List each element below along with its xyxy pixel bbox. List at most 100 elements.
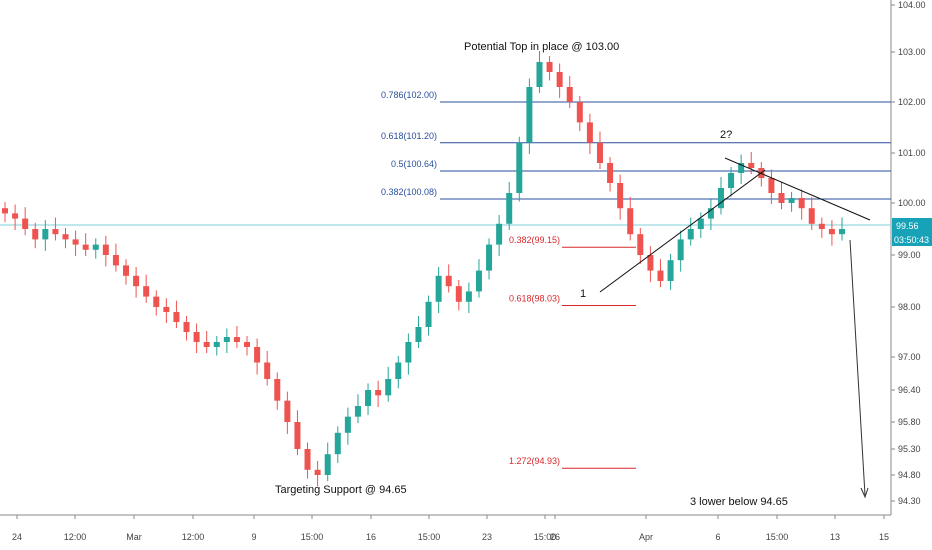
candle-body xyxy=(123,265,130,276)
x-tick-label: 15:00 xyxy=(301,532,324,542)
annotations: Potential Top in place @ 103.00 2? 1 Tar… xyxy=(275,41,788,508)
candle-body xyxy=(748,163,755,168)
candlestick-series xyxy=(2,51,845,487)
x-tick-label: 15:00 xyxy=(534,532,557,542)
candle-body xyxy=(173,312,180,322)
candle-body xyxy=(163,307,170,312)
y-tick-label: 98.00 xyxy=(898,302,921,312)
candle-body xyxy=(627,208,634,235)
candle-body xyxy=(778,193,785,203)
candle-body xyxy=(274,379,281,401)
candle-body xyxy=(556,72,563,87)
candle-body xyxy=(435,275,442,302)
candle-body xyxy=(586,122,593,143)
candle-body xyxy=(254,347,261,363)
x-tick-label: 12:00 xyxy=(64,532,87,542)
candle-body xyxy=(82,244,89,250)
candle-body xyxy=(2,208,8,214)
projection-arrow-line xyxy=(849,239,866,496)
y-tick-label: 101.00 xyxy=(898,148,926,158)
fib-label-blue: 0.5(100.64) xyxy=(391,159,437,169)
candle-body xyxy=(244,342,251,347)
x-tick-label: 15:00 xyxy=(418,532,441,542)
fib-label-red: 0.618(98.03) xyxy=(509,293,560,303)
candle-body xyxy=(647,255,654,271)
candle-body xyxy=(213,342,220,347)
candle-body xyxy=(596,142,603,163)
candle-body xyxy=(415,327,422,342)
x-tick-label: 9 xyxy=(251,532,256,542)
candle-body xyxy=(486,244,493,271)
candle-body xyxy=(798,198,805,209)
x-tick-label: 15:00 xyxy=(766,532,789,542)
y-tick-label: 94.30 xyxy=(898,496,921,506)
annotation-wave-1: 1 xyxy=(580,288,586,300)
x-tick-label: 26 xyxy=(550,532,560,542)
candle-body xyxy=(32,229,39,240)
candle-body xyxy=(264,362,271,379)
candle-body xyxy=(395,362,402,379)
candle-body xyxy=(697,218,704,229)
fib-label-blue: 0.786(102.00) xyxy=(381,90,437,100)
candle-body xyxy=(839,229,845,235)
candle-body xyxy=(788,198,795,203)
candle-body xyxy=(314,469,321,475)
y-tick-label: 94.80 xyxy=(898,470,921,480)
candle-body xyxy=(818,223,825,229)
candle-body xyxy=(183,322,190,332)
candle-body xyxy=(576,102,583,123)
candle-body xyxy=(193,332,200,342)
candle-body xyxy=(808,208,815,224)
candle-body xyxy=(728,173,735,188)
candle-body xyxy=(365,390,372,406)
candle-body xyxy=(344,416,351,433)
candle-body xyxy=(334,432,341,455)
candle-body xyxy=(375,390,382,396)
fib-label-blue: 0.618(101.20) xyxy=(381,131,437,141)
candle-body xyxy=(405,342,412,363)
fibonacci-levels: 0.786(102.00) 0.618(101.20) 0.5(100.64) 0.3… xyxy=(381,90,891,469)
annotation-wave-3: 3 lower below 94.65 xyxy=(690,496,788,508)
candle-body xyxy=(42,229,49,240)
fib-label-blue: 0.382(100.08) xyxy=(381,187,437,197)
candle-body xyxy=(354,406,361,417)
x-tick-label: 23 xyxy=(482,532,492,542)
candle-body xyxy=(112,255,119,266)
x-tick-label: 16 xyxy=(366,532,376,542)
x-tick-label: Apr xyxy=(639,532,653,542)
candle-body xyxy=(92,244,99,250)
candle-body xyxy=(496,223,503,245)
candle-body xyxy=(445,275,452,287)
candle-body xyxy=(52,229,59,235)
current-price-value: 99.56 xyxy=(896,221,919,231)
candle-body xyxy=(677,239,684,261)
x-tick-label: 6 xyxy=(715,532,720,542)
candle-body xyxy=(637,234,644,255)
trendlines xyxy=(599,157,871,499)
candle-body xyxy=(768,178,775,193)
arrow-head-icon xyxy=(860,487,869,499)
candle-body xyxy=(657,270,664,281)
candle-body xyxy=(324,454,331,475)
candle-body xyxy=(22,218,29,229)
y-tick-label: 95.30 xyxy=(898,444,921,454)
candle-body xyxy=(475,270,482,292)
y-tick-label: 102.00 xyxy=(898,97,926,107)
candle-body xyxy=(294,422,301,449)
candle-body xyxy=(667,260,674,281)
x-tick-label: 24 xyxy=(12,532,22,542)
candle-body xyxy=(687,229,694,240)
candle-body xyxy=(102,244,109,255)
fib-label-red: 0.382(99.15) xyxy=(509,235,560,245)
candle-body xyxy=(223,337,230,342)
fib-label-red: 1.272(94.93) xyxy=(509,456,560,466)
candle-body xyxy=(607,163,614,183)
y-axis-ticks: 104.00 103.00 102.00 101.00 100.00 99.00 98.00… xyxy=(891,0,926,506)
candle-body xyxy=(536,62,543,87)
candle-body xyxy=(233,337,240,342)
y-tick-label: 99.00 xyxy=(898,250,921,260)
candle-body xyxy=(526,87,533,143)
candle-body xyxy=(617,183,624,209)
